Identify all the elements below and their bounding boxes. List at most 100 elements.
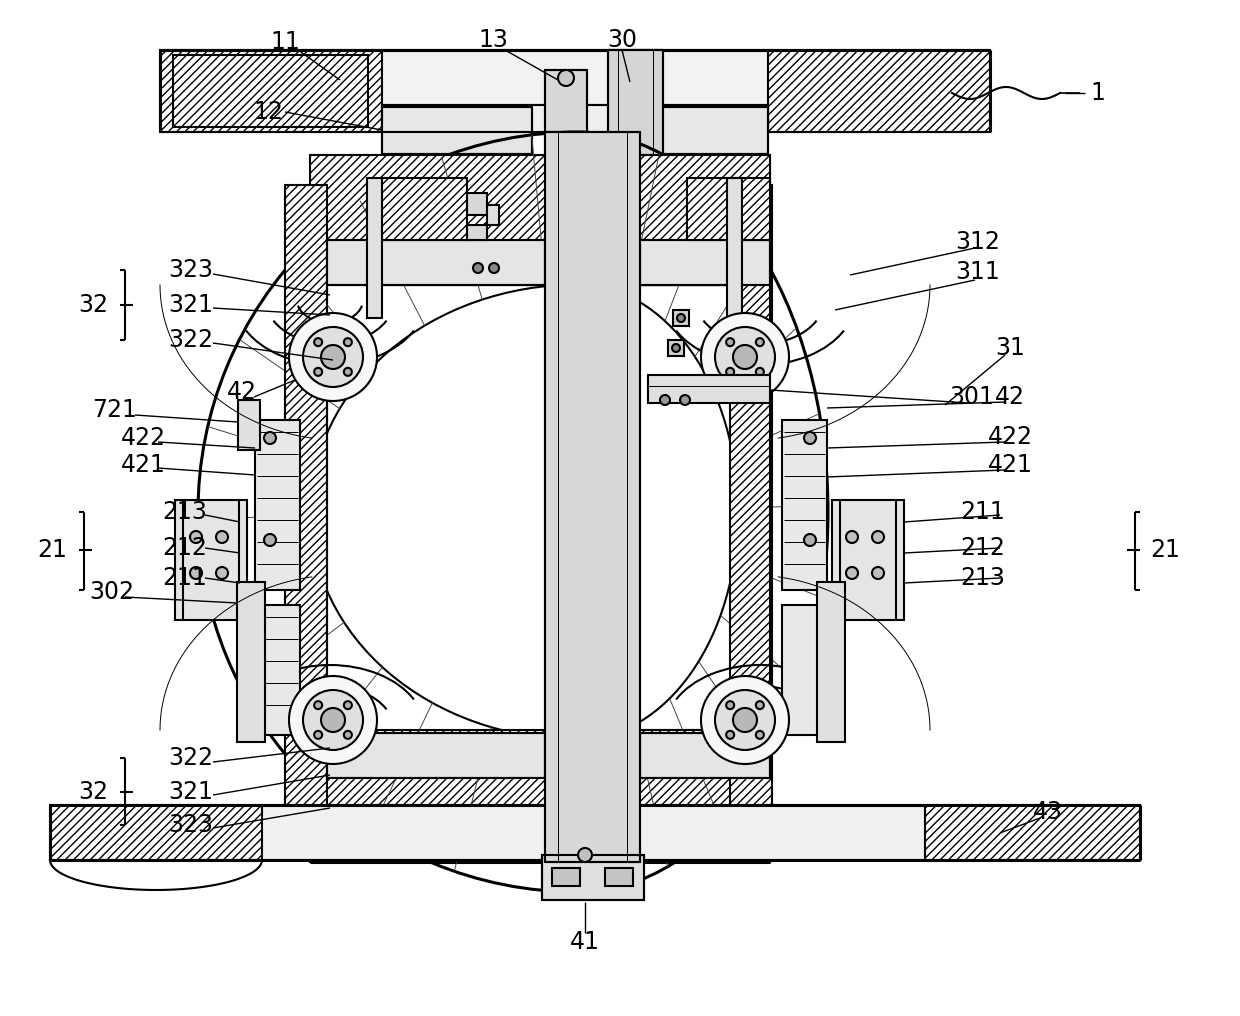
Circle shape (314, 701, 322, 709)
Circle shape (733, 708, 756, 732)
Text: 322: 322 (167, 328, 213, 352)
Text: 212: 212 (162, 536, 207, 560)
Bar (608, 50, 663, 182)
Text: 312: 312 (956, 230, 1001, 254)
Text: 323: 323 (167, 813, 213, 837)
Bar (618, 107, 768, 154)
Text: 41: 41 (570, 930, 600, 954)
Circle shape (804, 432, 816, 444)
Bar (174, 55, 368, 127)
Text: 13: 13 (479, 28, 508, 52)
Bar (608, 155, 770, 285)
Circle shape (677, 314, 684, 322)
Text: 1: 1 (1090, 81, 1105, 105)
Circle shape (303, 690, 363, 750)
Bar (782, 420, 827, 590)
Circle shape (321, 708, 345, 732)
Bar (546, 70, 587, 132)
Circle shape (756, 338, 764, 346)
Text: 311: 311 (956, 260, 1001, 284)
Circle shape (701, 676, 789, 764)
Circle shape (846, 531, 858, 543)
Circle shape (846, 567, 858, 579)
Circle shape (701, 313, 789, 401)
Circle shape (264, 432, 277, 444)
Circle shape (343, 731, 352, 739)
Text: 302: 302 (89, 580, 134, 604)
Bar (285, 185, 327, 820)
Bar (668, 340, 684, 356)
Circle shape (715, 690, 775, 750)
Bar (817, 582, 844, 742)
Text: 32: 32 (78, 293, 108, 317)
Text: 42: 42 (227, 380, 257, 404)
Circle shape (733, 345, 756, 369)
Text: 11: 11 (270, 30, 300, 54)
Circle shape (578, 848, 591, 862)
Bar (487, 205, 498, 225)
Bar (925, 805, 1140, 860)
Bar (255, 605, 300, 735)
Circle shape (558, 70, 574, 86)
Circle shape (727, 338, 734, 346)
Text: 322: 322 (167, 746, 213, 770)
Circle shape (756, 701, 764, 709)
Circle shape (727, 731, 734, 739)
Circle shape (804, 534, 816, 546)
Circle shape (190, 531, 202, 543)
Circle shape (343, 368, 352, 376)
Text: 721: 721 (93, 398, 138, 422)
Circle shape (489, 263, 498, 273)
Circle shape (216, 567, 228, 579)
Bar (640, 733, 770, 778)
Bar (730, 185, 773, 820)
Bar (237, 582, 265, 742)
Circle shape (321, 345, 345, 369)
Bar (310, 155, 770, 285)
Circle shape (715, 327, 775, 387)
Bar (467, 225, 487, 240)
Bar (782, 605, 827, 735)
Circle shape (343, 701, 352, 709)
Bar (255, 420, 300, 590)
Bar (327, 733, 546, 778)
Text: 301: 301 (950, 385, 994, 409)
Circle shape (216, 531, 228, 543)
Circle shape (727, 701, 734, 709)
Circle shape (264, 534, 277, 546)
Circle shape (727, 368, 734, 376)
Circle shape (314, 338, 322, 346)
Bar (160, 50, 382, 132)
Text: 42: 42 (994, 385, 1025, 409)
Bar (673, 310, 689, 326)
Text: 21: 21 (37, 538, 67, 562)
Text: 12: 12 (253, 100, 283, 124)
Circle shape (872, 567, 884, 579)
Bar (640, 240, 770, 285)
Bar (382, 50, 768, 105)
Text: 31: 31 (994, 336, 1025, 360)
Bar (687, 178, 770, 240)
Circle shape (680, 395, 689, 405)
Circle shape (314, 368, 322, 376)
Circle shape (472, 263, 484, 273)
Bar (467, 193, 487, 215)
Bar (382, 132, 532, 154)
Circle shape (289, 676, 377, 764)
Bar (649, 375, 770, 403)
Bar (832, 500, 904, 620)
Circle shape (672, 344, 680, 352)
Circle shape (756, 368, 764, 376)
Circle shape (660, 395, 670, 405)
Bar (175, 500, 247, 620)
Bar (552, 868, 580, 886)
Circle shape (872, 531, 884, 543)
Circle shape (343, 338, 352, 346)
Bar (382, 178, 467, 240)
Text: 321: 321 (167, 780, 213, 804)
Bar (367, 178, 382, 318)
Text: 211: 211 (162, 566, 207, 590)
Bar (768, 50, 990, 132)
Bar (262, 805, 925, 860)
Text: 422: 422 (120, 426, 165, 450)
